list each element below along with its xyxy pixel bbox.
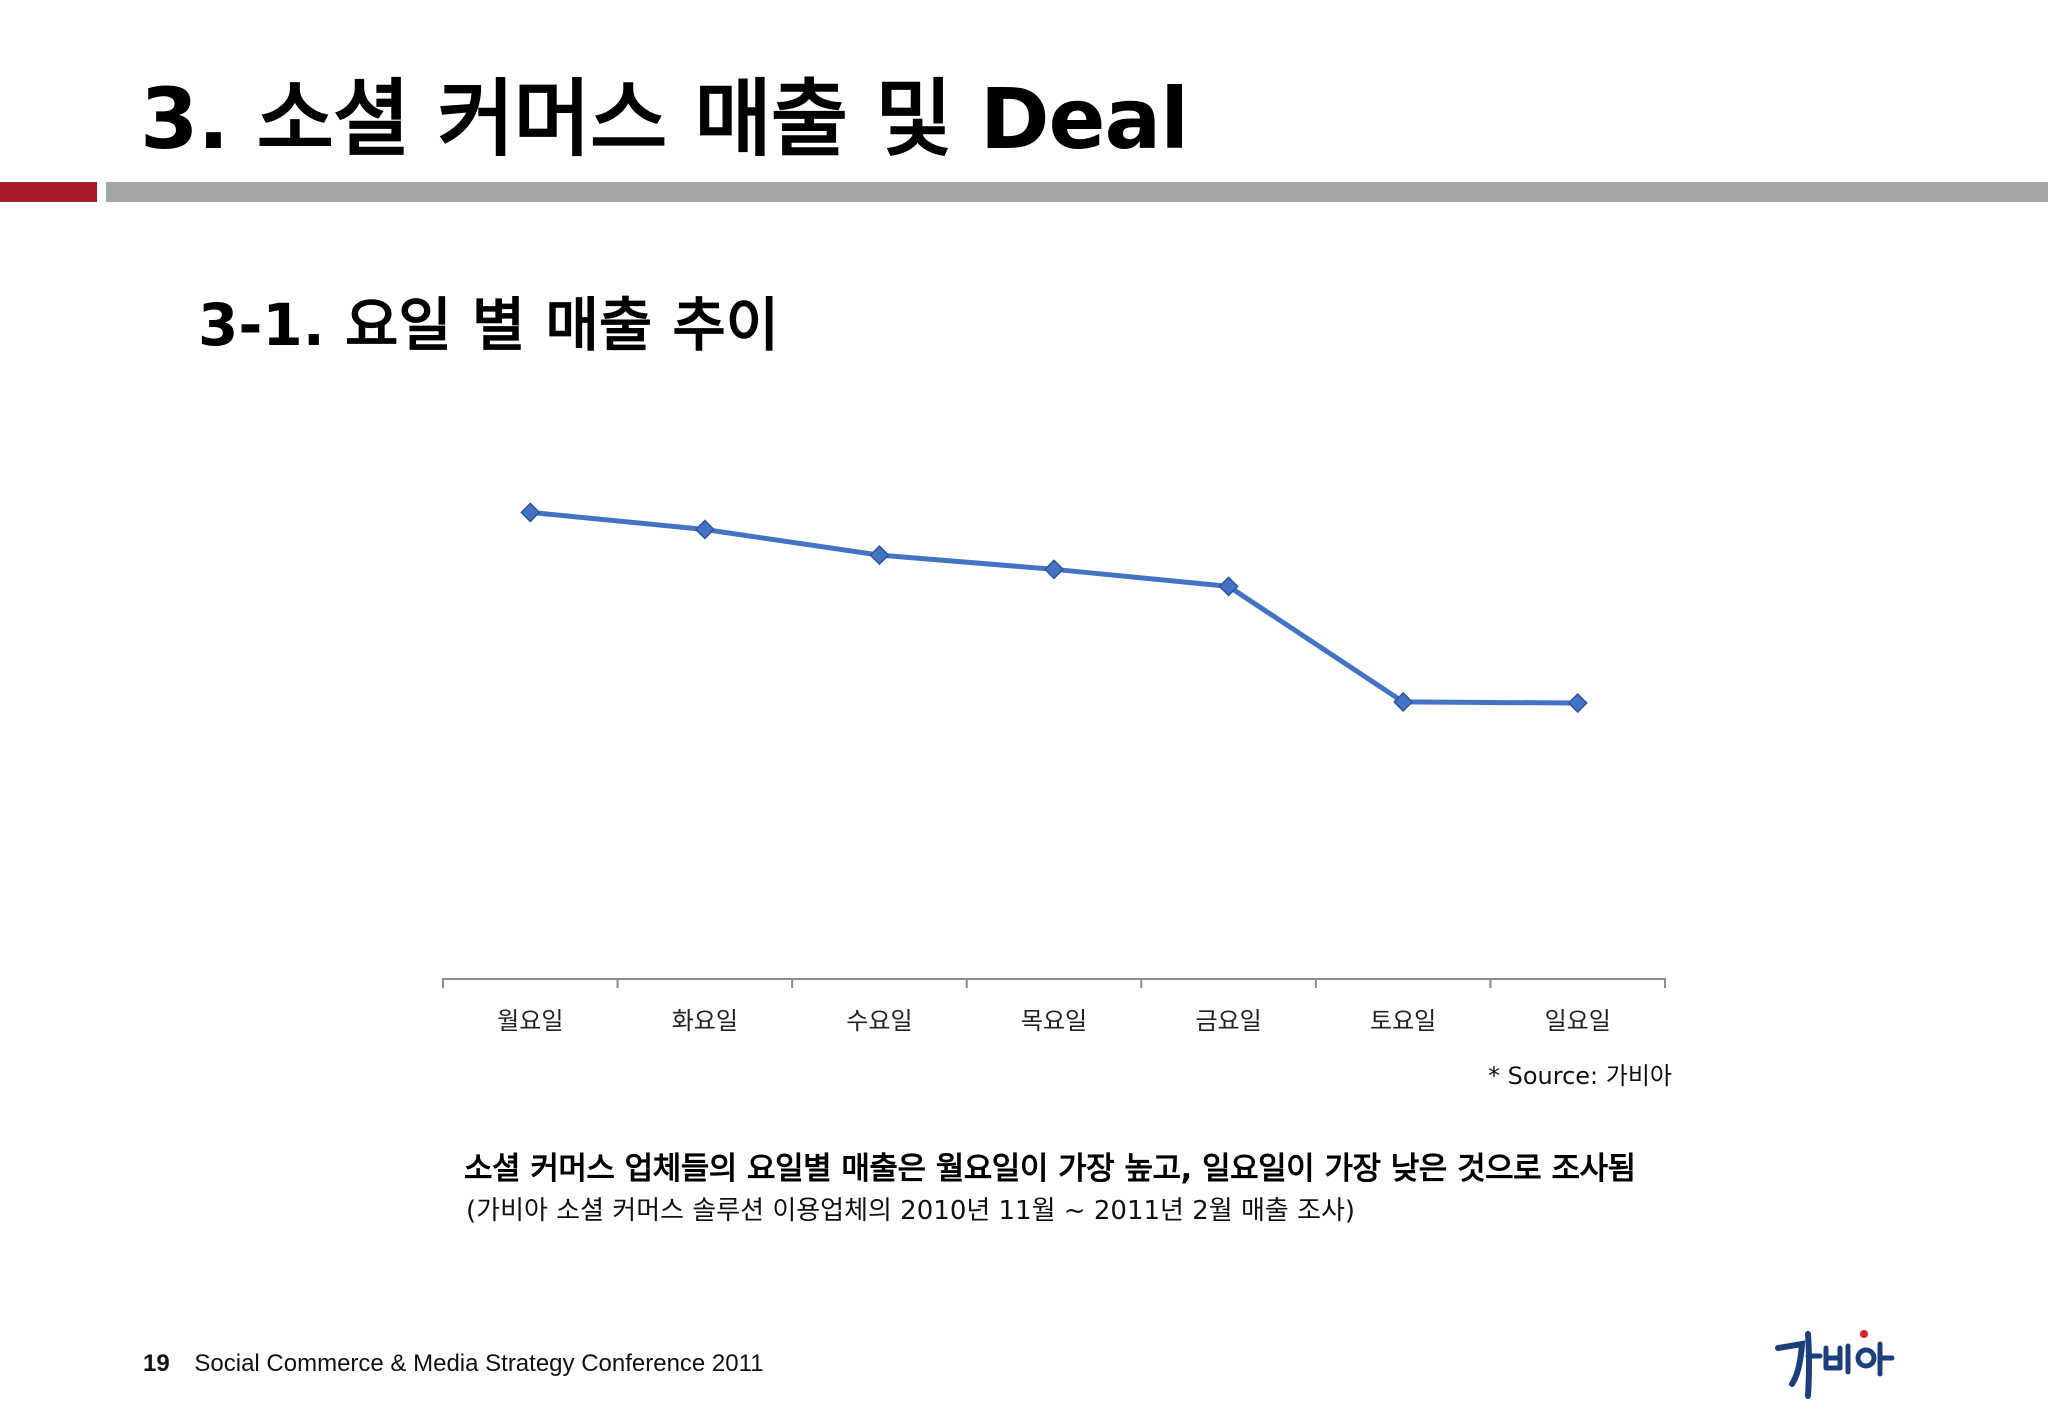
data-point-marker [520, 502, 541, 523]
finding-headline: 소셜 커머스 업체들의 요일별 매출은 월요일이 가장 높고, 일요일이 가장 … [464, 1151, 1636, 1187]
data-point-marker [869, 545, 890, 566]
data-point-marker [1393, 691, 1414, 712]
x-tick-label: 화요일 [672, 1007, 738, 1035]
page-number: 19 [143, 1350, 170, 1377]
x-tick-label: 수요일 [846, 1007, 912, 1035]
series-layer [520, 502, 1588, 714]
page-title: 3. 소셜 커머스 매출 및 Deal [140, 70, 1189, 168]
conference-name: Social Commerce & Media Strategy Confere… [194, 1350, 764, 1377]
footer: 19 Social Commerce & Media Strategy Conf… [143, 1350, 764, 1378]
x-tick-label: 토요일 [1370, 1007, 1436, 1035]
section-subtitle: 3-1. 요일 별 매출 추이 [198, 291, 780, 359]
data-point-marker [1218, 576, 1239, 597]
chart-source: * Source: 가비아 [1487, 1062, 1672, 1090]
title-accent-bar [0, 182, 97, 202]
gabia-logo-icon [1775, 1330, 1895, 1399]
finding-note: (가비아 소셜 커머스 솔루션 이용업체의 2010년 11월 ~ 2011년 … [466, 1196, 1356, 1226]
x-tick-label: 일요일 [1545, 1007, 1611, 1035]
x-tick-label: 금요일 [1195, 1007, 1261, 1035]
x-tick-label: 월요일 [497, 1007, 563, 1035]
x-tick-label: 목요일 [1021, 1007, 1087, 1035]
x-axis: 월요일 화요일 수요일 목요일 금요일 토요일 일요일 [442, 978, 1666, 1035]
series-line [530, 509, 1578, 706]
data-point-marker [1043, 559, 1065, 580]
title-rule-bar [106, 182, 2048, 202]
data-point-marker [694, 519, 715, 540]
data-point-marker [1567, 692, 1588, 714]
